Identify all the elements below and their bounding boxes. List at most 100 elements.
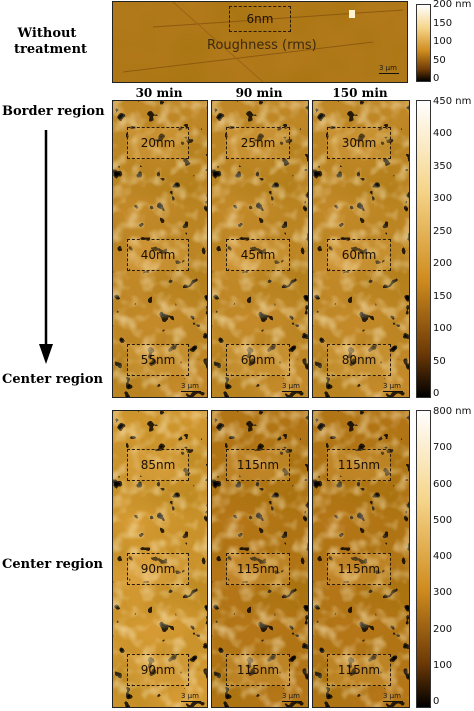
column-label-30-min: 30 min xyxy=(135,86,183,100)
colorbar-tick-label: 300 xyxy=(433,193,453,205)
colorbar-tick-label: 100 xyxy=(433,36,453,47)
roughness-value: 40nm xyxy=(140,248,176,262)
down-arrow-icon xyxy=(39,130,53,364)
row-label-border-region: Border region xyxy=(2,104,105,119)
scale-bar: 3 μm xyxy=(282,382,302,392)
colorbar-tick-label: 200 xyxy=(433,258,453,270)
roughness-value: 115nm xyxy=(236,562,280,576)
afm-image-panel: 115nm 115nm 115nm 3 μm xyxy=(211,410,309,708)
colorbar-tick-label: 100 xyxy=(433,659,453,671)
column-label-150-min: 150 min xyxy=(332,86,388,100)
roughness-box: 115nm xyxy=(327,654,391,686)
roughness-caption: Roughness (rms) xyxy=(207,38,317,53)
scale-bar: 3 μm xyxy=(379,64,399,74)
roughness-box: 6nm xyxy=(229,6,291,32)
scale-bar-label: 3 μm xyxy=(282,692,300,700)
row-label-center-region: Center region xyxy=(2,372,103,387)
scale-bar: 3 μm xyxy=(181,692,201,702)
roughness-box: 115nm xyxy=(327,449,391,481)
afm-texture xyxy=(313,101,409,397)
roughness-box: 80nm xyxy=(327,344,391,376)
roughness-value: 115nm xyxy=(236,663,280,677)
roughness-value: 90nm xyxy=(140,562,176,576)
colorbar-top xyxy=(416,4,431,82)
colorbar-bottom xyxy=(416,410,431,708)
colorbar-tick-label: 50 xyxy=(433,54,446,66)
colorbar-tick-label: 700 xyxy=(433,442,453,454)
afm-texture xyxy=(313,411,409,707)
afm-image-panel: 30nm 60nm 80nm 3 μm xyxy=(312,100,410,398)
afm-texture xyxy=(113,2,407,82)
colorbar-tick-label: 400 xyxy=(433,551,453,562)
column-label-90-min: 90 min xyxy=(235,86,283,100)
colorbar-tick-label: 150 xyxy=(433,17,453,29)
roughness-value: 85nm xyxy=(140,458,176,472)
colorbar-tick-label: 450 nm xyxy=(433,96,472,107)
roughness-value: 80nm xyxy=(341,353,377,367)
colorbar-tick-label: 300 xyxy=(433,587,453,599)
roughness-value: 45nm xyxy=(240,248,276,262)
colorbar-tick-label: 150 xyxy=(433,290,453,302)
scale-bar-label: 3 μm xyxy=(181,382,199,390)
row-label-without-treatment: Without treatment xyxy=(14,26,88,58)
colorbar-tick-label: 200 nm xyxy=(433,0,472,10)
colorbar-middle xyxy=(416,100,431,398)
roughness-value: 60nm xyxy=(240,353,276,367)
roughness-box: 90nm xyxy=(127,553,189,585)
roughness-box: 20nm xyxy=(127,127,189,159)
colorbar-tick-label: 350 xyxy=(433,160,453,172)
roughness-box: 85nm xyxy=(127,449,189,481)
colorbar-tick-label: 400 xyxy=(433,128,453,140)
colorbar-tick-label: 250 xyxy=(433,225,453,237)
afm-texture xyxy=(212,101,308,397)
scale-bar-label: 3 μm xyxy=(181,692,199,700)
roughness-value: 115nm xyxy=(337,562,381,576)
afm-texture xyxy=(113,411,207,707)
roughness-value: 25nm xyxy=(240,136,276,150)
row-label-line: Without xyxy=(17,26,77,41)
roughness-box: 30nm xyxy=(327,127,391,159)
scale-bar: 3 μm xyxy=(181,382,201,392)
roughness-value: 115nm xyxy=(337,663,381,677)
roughness-box: 45nm xyxy=(226,239,290,271)
roughness-value: 55nm xyxy=(140,353,176,367)
colorbar-tick-label: 800 nm xyxy=(433,406,472,417)
row-label-center-region-2: Center region xyxy=(2,557,103,572)
scale-bar-label: 3 μm xyxy=(383,382,401,390)
colorbar-tick-label: 500 xyxy=(433,514,453,526)
roughness-value: 115nm xyxy=(337,458,381,472)
scale-bar-label: 3 μm xyxy=(383,692,401,700)
scale-bar: 3 μm xyxy=(383,382,403,392)
roughness-box: 60nm xyxy=(226,344,290,376)
afm-image-without-treatment: 6nm Roughness (rms) 3 μm xyxy=(112,1,408,83)
scale-bar: 3 μm xyxy=(383,692,403,702)
roughness-value: 6nm xyxy=(246,12,274,26)
colorbar-tick-label: 100 xyxy=(433,323,453,335)
roughness-box: 115nm xyxy=(327,553,391,585)
colorbar-tick-label: 0 xyxy=(433,73,440,84)
roughness-value: 90nm xyxy=(140,663,176,677)
colorbar-tick-label: 0 xyxy=(433,696,440,707)
colorbar-tick-label: 200 xyxy=(433,623,453,635)
roughness-box: 55nm xyxy=(127,344,189,376)
afm-image-panel: 20nm 40nm 55nm 3 μm xyxy=(112,100,208,398)
row-label-line: treatment xyxy=(14,42,88,57)
roughness-box: 115nm xyxy=(226,654,290,686)
roughness-box: 40nm xyxy=(127,239,189,271)
scale-bar-label: 3 μm xyxy=(282,382,300,390)
roughness-box: 90nm xyxy=(127,654,189,686)
roughness-box: 60nm xyxy=(327,239,391,271)
roughness-value: 20nm xyxy=(140,136,176,150)
roughness-value: 115nm xyxy=(236,458,280,472)
scale-bar: 3 μm xyxy=(282,692,302,702)
scale-bar-label: 3 μm xyxy=(379,64,397,72)
colorbar-tick-label: 50 xyxy=(433,355,446,367)
colorbar-tick-label: 0 xyxy=(433,388,440,399)
roughness-box: 115nm xyxy=(226,449,290,481)
afm-image-panel: 85nm 90nm 90nm 3 μm xyxy=(112,410,208,708)
roughness-value: 60nm xyxy=(341,248,377,262)
roughness-value: 30nm xyxy=(341,136,377,150)
roughness-box: 25nm xyxy=(226,127,290,159)
afm-texture xyxy=(113,101,207,397)
roughness-box: 115nm xyxy=(226,553,290,585)
